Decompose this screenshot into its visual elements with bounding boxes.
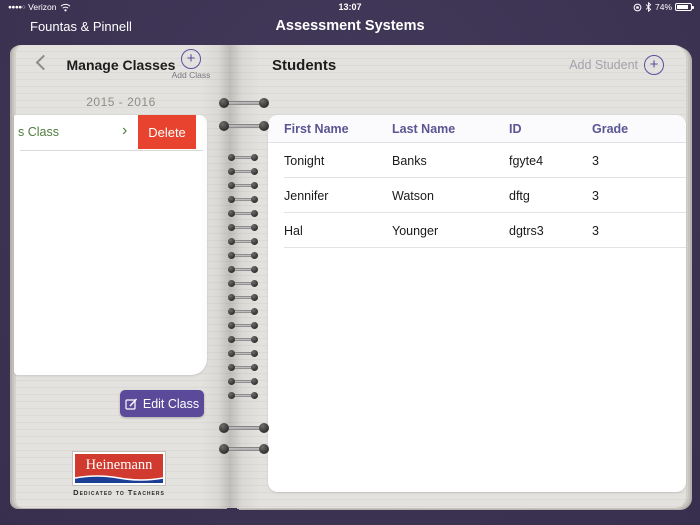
edit-class-button[interactable]: Edit Class — [120, 390, 204, 417]
battery-percent-label: 74% — [654, 2, 672, 12]
add-class-label: Add Class — [171, 70, 211, 80]
page-title: Assessment Systems — [275, 18, 425, 34]
cell-last-name: Watson — [392, 188, 434, 203]
table-header-row: First Name Last Name ID Grade — [268, 115, 686, 143]
cell-id: fgyte4 — [509, 153, 544, 168]
cell-grade: 3 — [592, 223, 599, 238]
battery-icon — [675, 3, 694, 11]
cell-first-name: Hal — [284, 223, 303, 238]
table-row[interactable]: Jennifer Watson dftg 3 — [268, 178, 686, 213]
header-first-name: First Name — [284, 121, 349, 136]
row-divider — [20, 150, 203, 151]
header-last-name: Last Name — [392, 121, 456, 136]
class-list-card: s Class › Delete — [14, 115, 207, 375]
logo-wave-icon — [75, 475, 163, 483]
table-row[interactable]: Hal Younger dgtrs3 3 — [268, 213, 686, 248]
table-row[interactable]: Tonight Banks fgyte4 3 — [268, 143, 686, 178]
add-student-button[interactable]: Add Student + — [569, 55, 664, 75]
add-class-button[interactable]: + Add Class — [171, 49, 211, 80]
nav-bar: Fountas & Pinnell Assessment Systems — [0, 14, 700, 45]
header-grade: Grade — [592, 121, 629, 136]
chevron-right-icon: › — [122, 122, 128, 139]
add-student-label: Add Student — [569, 58, 638, 72]
fountas-pinnell-back-button[interactable]: Fountas & Pinnell — [30, 19, 132, 34]
cell-last-name: Younger — [392, 223, 439, 238]
heinemann-logo-text: Heinemann — [85, 457, 153, 473]
status-bar: ●●●●○ Verizon 13:07 74% — [0, 0, 700, 14]
students-title: Students — [272, 57, 337, 74]
wifi-icon — [60, 3, 70, 11]
class-row[interactable]: s Class › Delete — [14, 115, 207, 149]
heinemann-logo-box: Heinemann — [73, 452, 165, 485]
class-name-label: s Class — [18, 125, 59, 139]
carrier-label: Verizon — [28, 2, 57, 12]
cell-id: dgtrs3 — [509, 223, 544, 238]
heinemann-tagline: Dedicated to Teachers — [73, 488, 165, 497]
cell-grade: 3 — [592, 153, 599, 168]
heinemann-logo: Heinemann Dedicated to Teachers — [73, 452, 165, 497]
school-year-label: 2015 - 2016 — [86, 95, 156, 109]
notebook: Manage Classes + Add Class 2015 - 2016 s… — [10, 45, 690, 508]
manage-classes-title: Manage Classes — [66, 57, 176, 73]
delete-class-button[interactable]: Delete — [138, 115, 196, 149]
plus-icon: + — [181, 49, 201, 69]
students-table: First Name Last Name ID Grade Tonight Ba… — [268, 115, 686, 492]
clock-label: 13:07 — [338, 2, 362, 12]
back-chevron-icon[interactable] — [35, 54, 52, 71]
cell-first-name: Jennifer — [284, 188, 329, 203]
edit-class-label: Edit Class — [142, 396, 200, 411]
plus-icon: + — [644, 55, 664, 75]
orientation-lock-icon — [633, 3, 642, 11]
manage-classes-panel: Manage Classes + Add Class 2015 - 2016 s… — [14, 45, 233, 508]
edit-pencil-icon — [125, 398, 137, 410]
header-id: ID — [509, 121, 522, 136]
cell-id: dftg — [509, 188, 530, 203]
cell-grade: 3 — [592, 188, 599, 203]
cell-signal-icon: ●●●●○ — [8, 3, 26, 11]
cell-first-name: Tonight — [284, 153, 325, 168]
bluetooth-icon — [645, 2, 652, 12]
students-panel: Students Add Student + First Name Last N… — [233, 45, 686, 508]
cell-last-name: Banks — [392, 153, 427, 168]
